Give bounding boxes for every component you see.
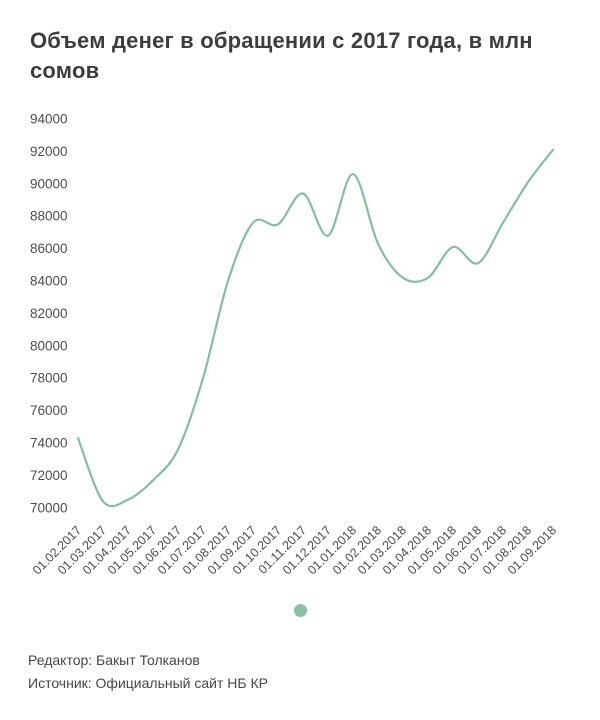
y-axis-tick-label: 92000 <box>30 144 68 159</box>
y-axis-tick-label: 88000 <box>30 209 68 224</box>
line-chart: 70000 72000 74000 76000 78000 80000 82000 84000… <box>30 112 559 578</box>
footer-source: Источник: Официальный сайт НБ КР <box>28 675 268 691</box>
chart-title: Объем денег в обращении с 2017 года, в м… <box>30 28 533 83</box>
footer: Редактор: Бакыт Толканов Источник: Офици… <box>28 649 268 695</box>
y-axis-tick-label: 74000 <box>30 436 68 451</box>
y-axis-tick-label: 72000 <box>30 468 68 483</box>
y-axis-tick-label: 70000 <box>30 500 68 515</box>
legend <box>0 604 600 617</box>
y-axis-tick-label: 94000 <box>30 112 68 127</box>
footer-editor: Редактор: Бакыт Толканов <box>28 652 200 668</box>
y-axis-tick-label: 82000 <box>30 306 68 321</box>
y-axis-tick-label: 76000 <box>30 403 68 418</box>
y-axis-tick-label: 80000 <box>30 338 68 353</box>
series-line <box>76 148 555 508</box>
legend-marker-icon <box>293 604 307 617</box>
y-axis-tick-label: 86000 <box>30 241 68 256</box>
y-axis-tick-label: 78000 <box>30 371 68 386</box>
y-axis-tick-label: 90000 <box>30 176 68 191</box>
y-axis-tick-label: 84000 <box>30 274 68 289</box>
